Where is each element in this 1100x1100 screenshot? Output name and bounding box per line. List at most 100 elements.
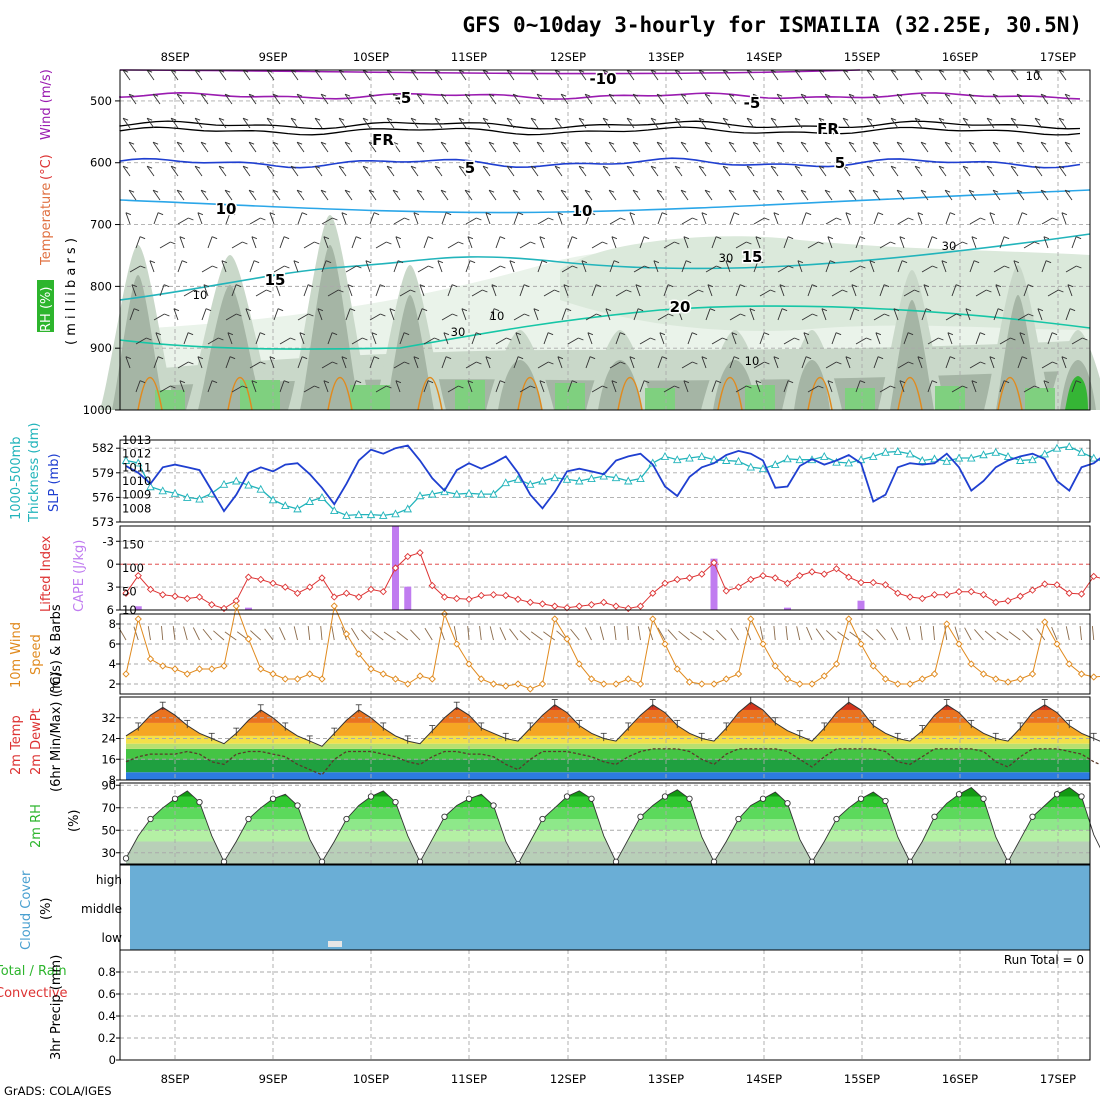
wind-barb	[704, 189, 713, 201]
wind10-barb	[439, 626, 445, 641]
wind-barb-flag	[133, 308, 140, 312]
y-tick-label: 30	[101, 846, 116, 860]
temp2m-label-a: 2m Temp	[9, 715, 24, 775]
wind-barb-flag	[914, 117, 921, 121]
wind-barb-flag	[947, 332, 954, 336]
wind-barb	[170, 69, 179, 81]
wind-barb-flag	[1043, 236, 1050, 240]
wind10-barb	[890, 627, 899, 641]
wind-barb	[1010, 117, 1019, 129]
rh-point	[833, 815, 840, 823]
wind-barb-flag	[440, 189, 447, 193]
wind-barb-flag	[955, 284, 962, 288]
thickness-point	[342, 510, 351, 519]
wind10-barb	[876, 629, 886, 641]
wind10-barb	[172, 626, 176, 641]
wind-barb	[890, 165, 899, 177]
wind-barb-flag	[554, 165, 561, 169]
wind-barb	[317, 308, 323, 321]
wind-barb	[197, 356, 203, 369]
thickness-point	[195, 494, 204, 503]
wind-barb-flag	[488, 189, 495, 193]
rh-point	[931, 813, 938, 820]
wind-barb	[266, 165, 275, 177]
wind-barb-flag	[236, 313, 242, 317]
thickness-point	[219, 479, 229, 488]
wind10-speed-point	[759, 640, 767, 648]
isotherm-label: FR	[817, 120, 839, 138]
wind-barb	[914, 69, 923, 81]
wind-barb-flag	[901, 260, 908, 264]
wind-barb	[794, 69, 803, 81]
thickness-point	[746, 462, 756, 471]
isotherm-label: -5	[744, 94, 761, 112]
rh-contour-label: 10	[490, 309, 505, 323]
cape-bar	[784, 607, 791, 610]
bottom-date-label: 11SEP	[451, 1072, 487, 1086]
lifted-index-point	[808, 568, 816, 576]
wind-barb	[657, 356, 663, 369]
wind10-label-a: 10m Wind	[9, 622, 24, 688]
wind-barb-flag	[563, 284, 570, 288]
top-date-label: 13SEP	[648, 50, 684, 64]
wind-barb	[800, 141, 809, 153]
wind-barb	[753, 217, 765, 225]
precip-label-a: Total / Rain	[0, 964, 67, 979]
lifted-index-point	[306, 583, 314, 591]
wind-barb-flag	[781, 308, 788, 312]
temp-line	[125, 701, 1100, 747]
wind-barb-flag	[1016, 141, 1023, 145]
wind-barb-flag	[395, 236, 402, 240]
wind-barb	[128, 189, 137, 201]
wind-barb-flag	[715, 380, 722, 384]
wind-barb-flag	[944, 189, 951, 193]
lifted-index-point	[195, 593, 204, 601]
wind-barb-flag	[269, 356, 276, 360]
rh-point	[122, 855, 130, 862]
wind-barb	[152, 93, 161, 105]
wind10-speed-point	[1004, 678, 1012, 686]
wind-barb	[842, 117, 851, 129]
wind-barb-flag	[355, 380, 362, 384]
wind-barb-flag	[290, 117, 297, 121]
cloud-level-label: high	[96, 873, 122, 887]
precip-label-c: 3hr Precip (mm)	[49, 955, 64, 1060]
wind-barb	[698, 165, 707, 177]
wind-barb-flag	[194, 289, 200, 293]
wind10-speed-point	[771, 662, 779, 670]
wind-barb-flag	[1040, 141, 1047, 145]
wind-barb	[899, 380, 905, 393]
wind-barb	[530, 117, 539, 129]
wind-barb-flag	[794, 337, 800, 341]
wind-barb-flag	[968, 93, 975, 97]
wind-barb	[807, 241, 819, 249]
thickness-point	[954, 453, 964, 462]
wind-barb-flag	[386, 241, 392, 245]
wind-barb-flag	[971, 380, 978, 384]
wind-barb-flag	[1013, 260, 1020, 264]
wind-barb-flag	[731, 332, 738, 336]
wind-barb	[711, 337, 723, 345]
footer-credit: GrADS: COLA/IGES	[4, 1084, 112, 1098]
wind-barb-flag	[613, 260, 620, 264]
wind10-speed-point	[526, 685, 534, 693]
wind-barb	[800, 189, 809, 201]
wind-barb	[482, 165, 491, 177]
profile-label-temp: Temperature	[39, 183, 54, 266]
isotherm-0b	[119, 126, 1081, 136]
wind-barb	[303, 385, 315, 393]
wind-barb	[125, 356, 131, 369]
wind-barb	[681, 260, 687, 273]
wind-barb-flag	[331, 332, 338, 336]
wind-barb-flag	[157, 212, 164, 216]
wind-barb	[615, 332, 621, 345]
wind-barb	[392, 141, 401, 153]
wind-barb-flag	[752, 93, 759, 97]
wind-barb-flag	[656, 93, 663, 97]
temp-band	[126, 759, 1090, 773]
wind-barb-flag	[989, 356, 996, 360]
profile-tick-label: 800	[90, 279, 112, 293]
wind-barb	[629, 212, 635, 225]
wind-barb	[639, 380, 645, 393]
